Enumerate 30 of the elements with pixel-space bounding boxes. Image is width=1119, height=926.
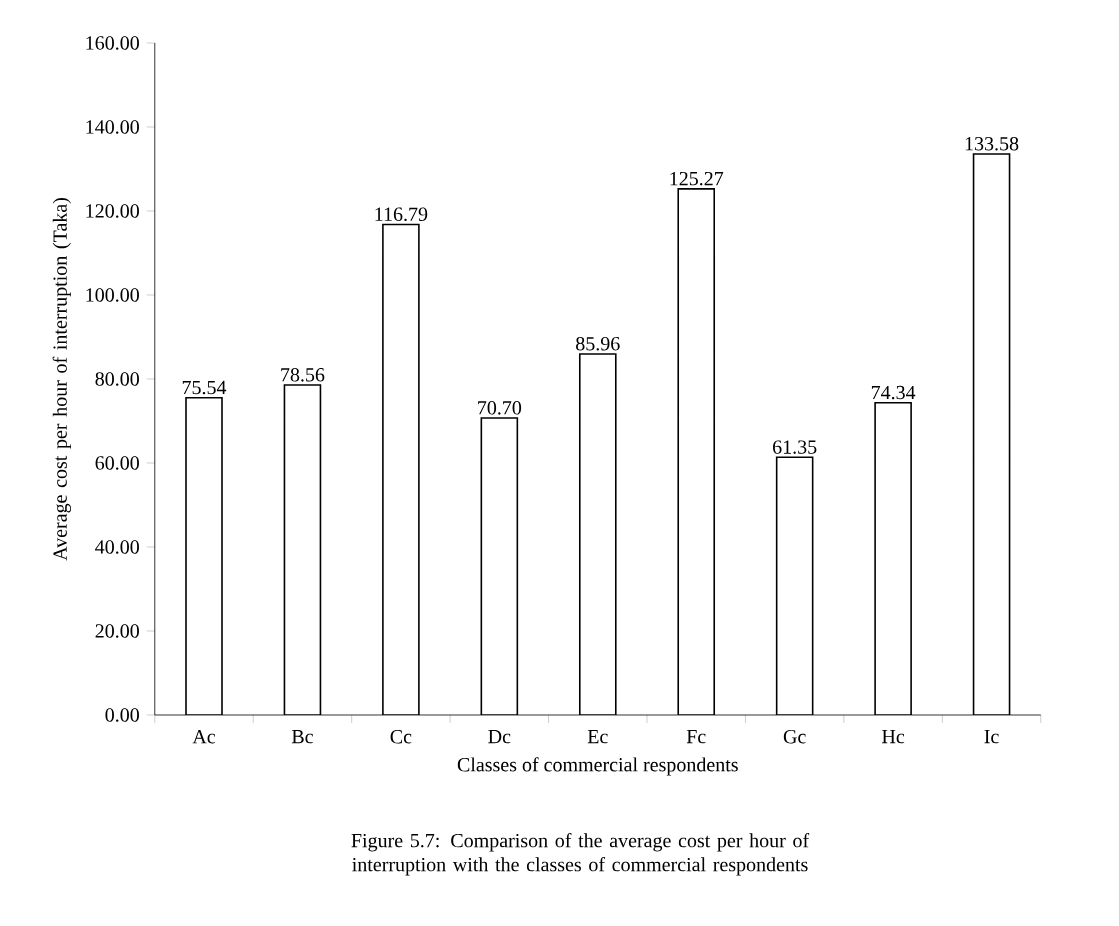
x-tick-label: Cc: [390, 730, 412, 744]
x-tick-label: Fc: [686, 730, 706, 744]
x-tick-label: Ic: [984, 730, 999, 744]
y-tick-label: 100.00: [86, 288, 139, 302]
y-tick-label: 60.00: [95, 456, 139, 470]
x-axis-title: Classes of commercial respondents: [457, 757, 738, 776]
y-tick-label: 80.00: [95, 372, 139, 386]
x-tick-label: Hc: [882, 730, 905, 744]
y-tick-label: 120.00: [86, 204, 139, 218]
y-tick-label: 0.00: [105, 708, 139, 722]
x-tick-label: Dc: [488, 730, 511, 744]
y-tick-label: 20.00: [95, 624, 139, 638]
data-label: 78.56: [281, 368, 325, 382]
y-tick-label: 140.00: [86, 120, 139, 134]
data-label: 61.35: [773, 440, 817, 454]
x-tick-label: Ec: [587, 730, 608, 744]
data-label: 85.96: [576, 336, 620, 351]
data-label: 75.54: [182, 380, 227, 395]
data-label: 133.58: [965, 136, 1019, 151]
data-label: 125.27: [670, 171, 724, 186]
x-tick-label: Bc: [291, 730, 313, 744]
y-tick-label: 40.00: [95, 540, 139, 554]
data-label: 70.70: [478, 401, 522, 415]
y-axis-title: Average cost per hour of interruption (Taka): [52, 198, 71, 561]
x-tick-label: Gc: [783, 730, 806, 744]
data-label: 116.79: [375, 207, 428, 222]
y-tick-label: 160.00: [86, 36, 139, 50]
x-tick-label: Ac: [192, 730, 216, 744]
caption: Figure 5.7: Comparison of the average cost per hour of interruption with the classes of commercial respondents: [351, 833, 810, 876]
data-label: 74.34: [871, 385, 916, 400]
